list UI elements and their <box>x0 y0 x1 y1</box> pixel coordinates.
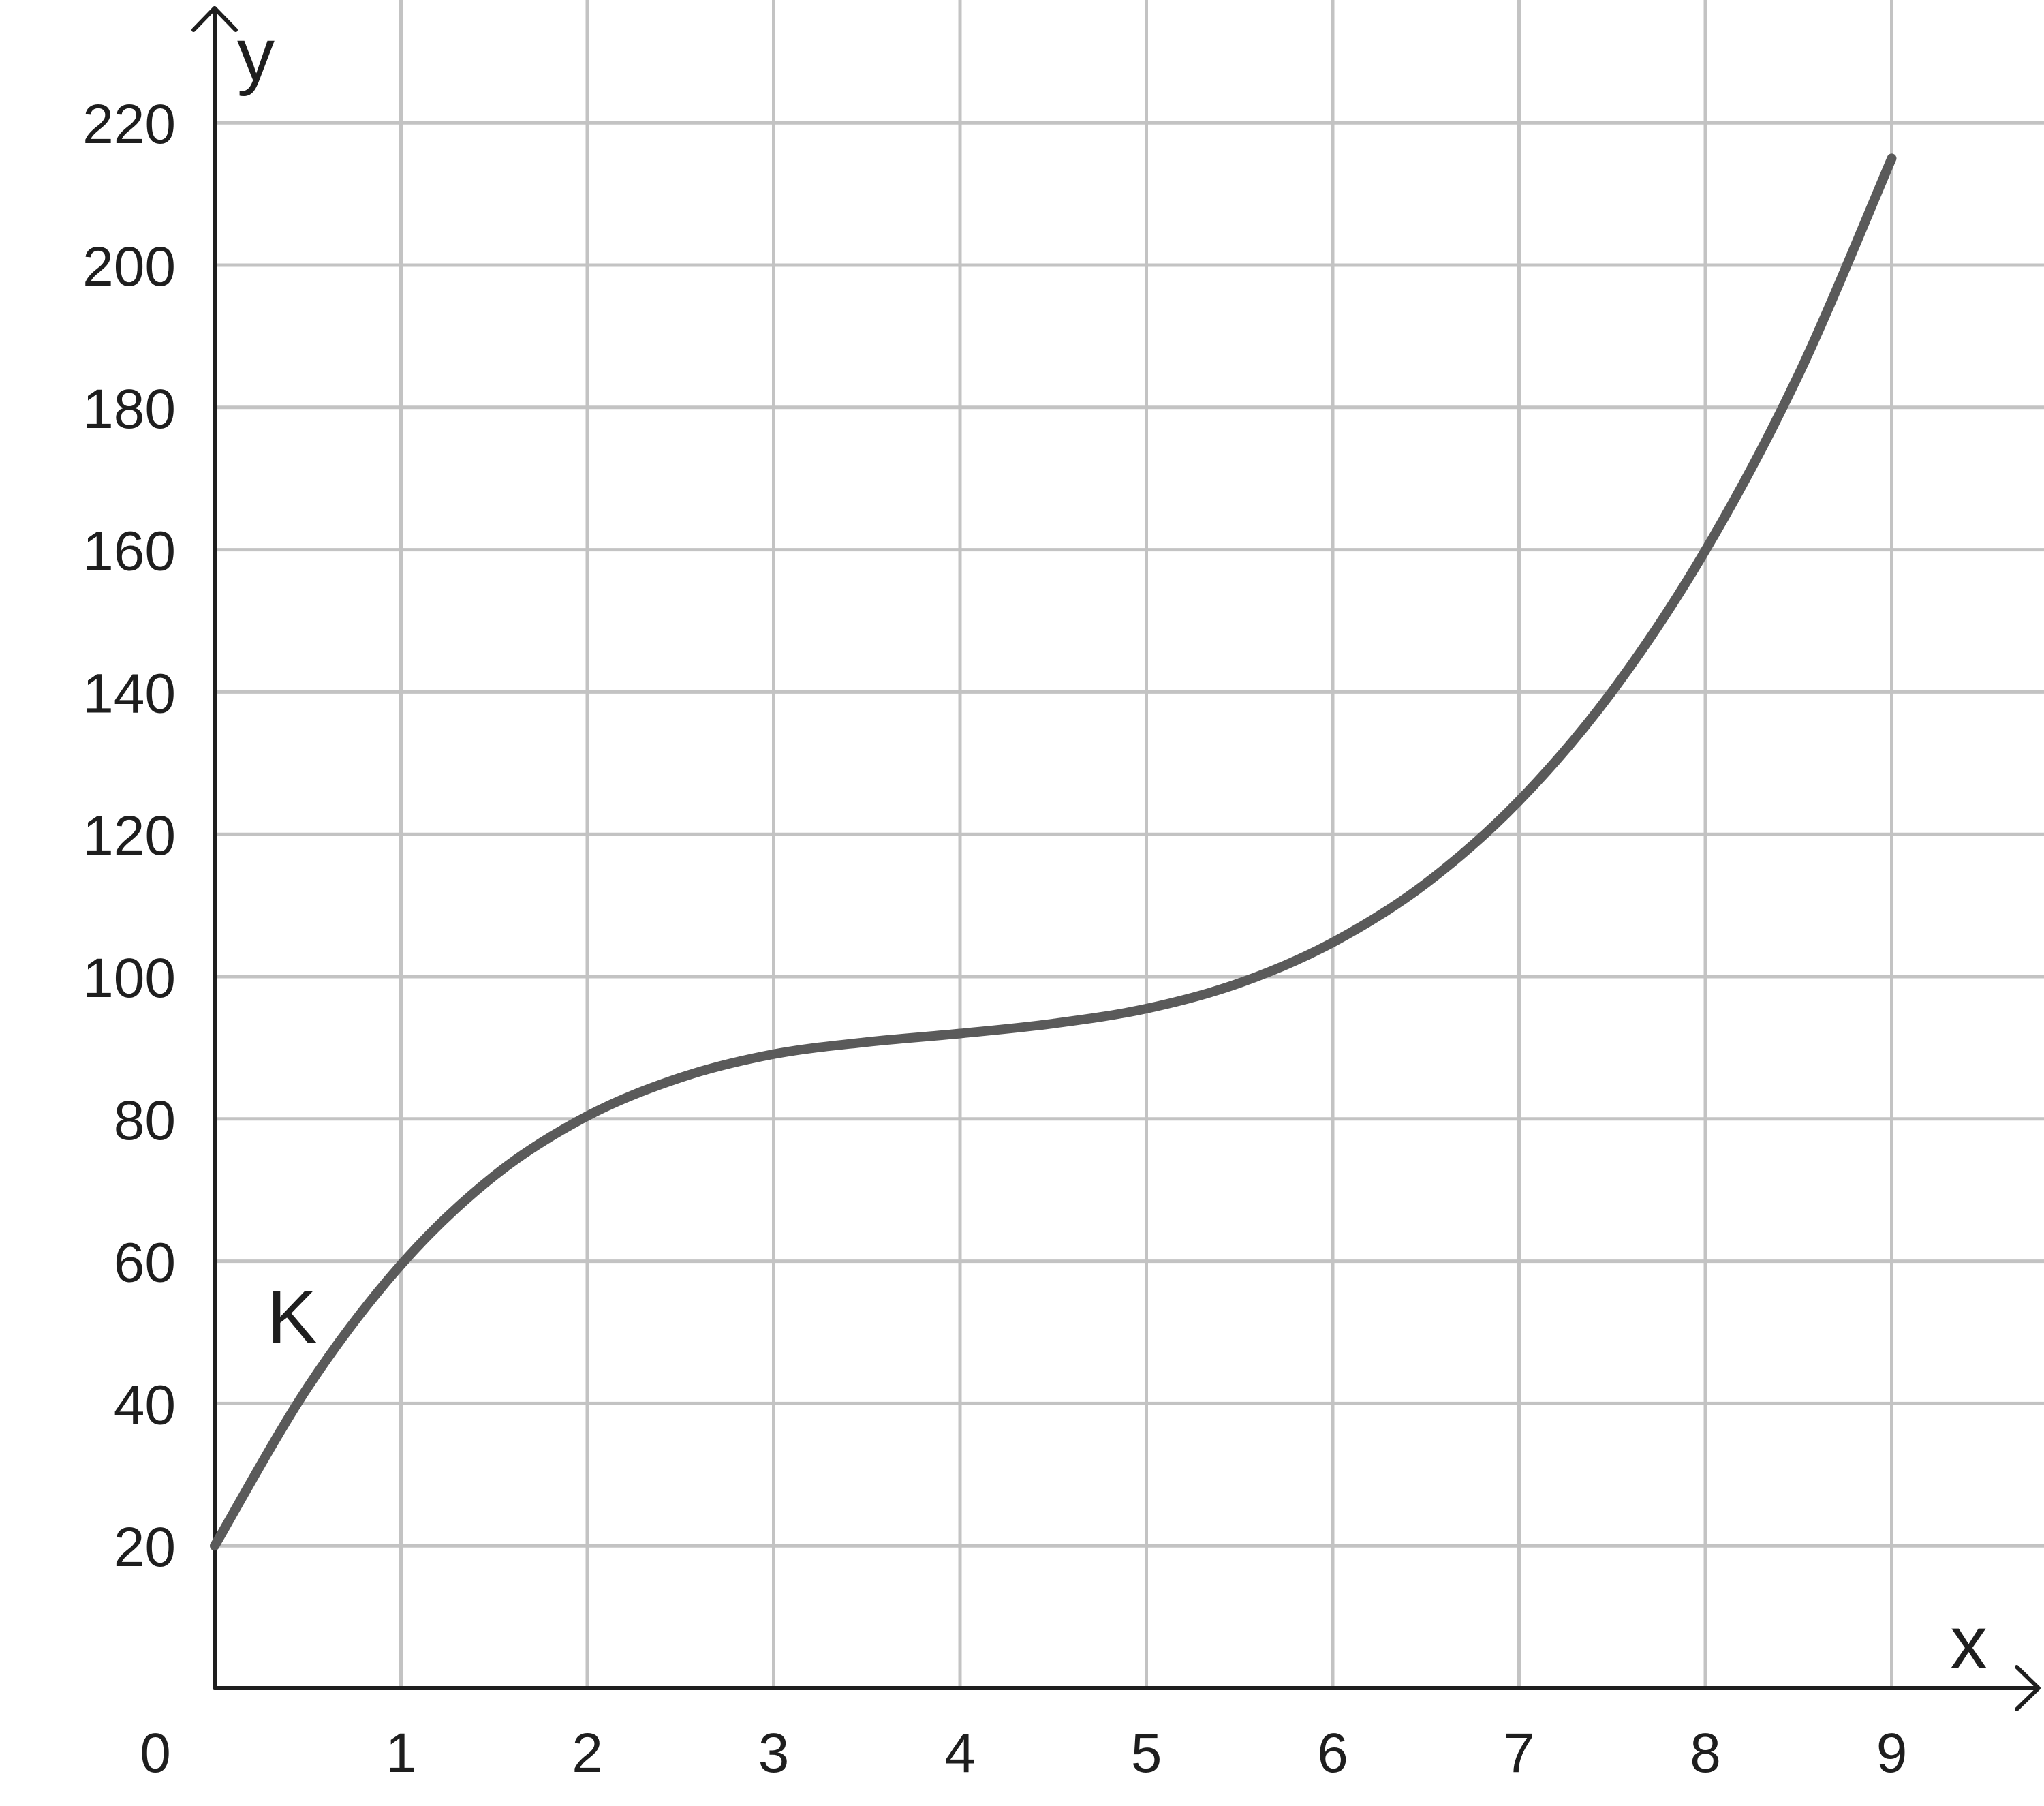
x-tick-label-9: 9 <box>1876 1722 1908 1784</box>
tick-labels: 1 2 3 4 5 6 7 8 9 20 40 60 80 100 120 140 160 180 200 220 <box>82 93 1907 1784</box>
y-tick-label-100: 100 <box>82 947 176 1009</box>
y-tick-label-160: 160 <box>82 521 176 583</box>
axes <box>191 6 2041 1711</box>
x-tick-label-3: 3 <box>758 1722 790 1784</box>
origin-label: 0 <box>140 1722 171 1784</box>
y-tick-label-120: 120 <box>82 805 176 867</box>
y-tick-label-200: 200 <box>82 236 176 298</box>
curve-label-k: K <box>267 1275 317 1359</box>
x-tick-label-8: 8 <box>1690 1722 1721 1784</box>
y-tick-label-60: 60 <box>114 1232 176 1294</box>
y-tick-label-40: 40 <box>114 1374 176 1436</box>
x-axis-arrow <box>2015 1665 2041 1711</box>
y-tick-label-80: 80 <box>114 1090 176 1152</box>
y-tick-label-220: 220 <box>82 93 176 155</box>
y-tick-label-20: 20 <box>114 1516 176 1578</box>
y-axis-label: y <box>237 13 275 97</box>
x-tick-label-1: 1 <box>386 1722 417 1784</box>
y-tick-label-140: 140 <box>82 662 176 724</box>
grid <box>215 0 2044 1688</box>
x-tick-label-2: 2 <box>572 1722 603 1784</box>
x-tick-label-7: 7 <box>1504 1722 1535 1784</box>
series-line-K <box>210 153 1897 1551</box>
x-axis-label: x <box>1950 1601 1987 1685</box>
x-tick-label-4: 4 <box>944 1722 976 1784</box>
series <box>210 153 1897 1551</box>
y-tick-label-180: 180 <box>82 378 176 440</box>
x-tick-label-5: 5 <box>1131 1722 1162 1784</box>
y-axis-arrow <box>191 6 238 32</box>
x-tick-label-6: 6 <box>1317 1722 1348 1784</box>
